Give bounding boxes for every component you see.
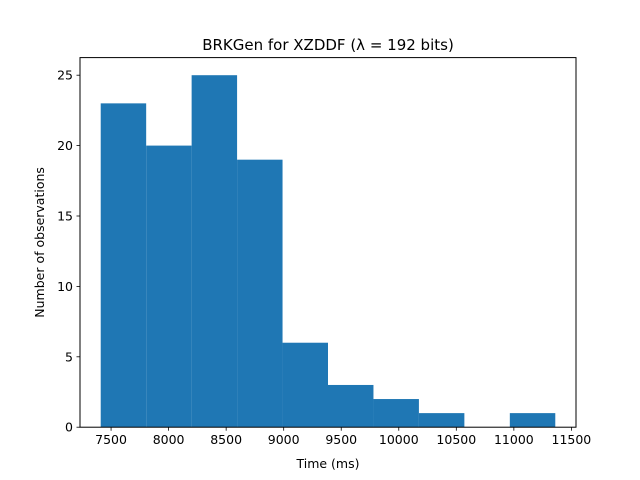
y-tick-label: 0 bbox=[65, 420, 73, 435]
histogram-bar bbox=[282, 342, 328, 428]
x-ticks-group: 7500 8000 8500 9000 9500 10000 10500 11000 11500 bbox=[95, 427, 591, 447]
x-tick-label: 8000 bbox=[153, 432, 185, 447]
x-tick-label: 11000 bbox=[494, 432, 534, 447]
x-axis-label: Time (ms) bbox=[295, 456, 359, 471]
x-tick-label: 10500 bbox=[436, 432, 476, 447]
histogram-bar bbox=[100, 103, 147, 428]
histogram-bar bbox=[237, 159, 283, 428]
x-tick-label: 11500 bbox=[552, 432, 592, 447]
x-tick-label: 8500 bbox=[210, 432, 242, 447]
histogram-bar bbox=[418, 413, 465, 428]
y-tick-label: 20 bbox=[57, 138, 73, 153]
y-axis-label: Number of observations bbox=[32, 167, 47, 318]
histogram-bar bbox=[509, 413, 556, 428]
histogram-bar bbox=[373, 399, 419, 428]
plot-frame bbox=[79, 57, 577, 428]
x-tick-label: 7500 bbox=[95, 432, 127, 447]
histogram-bar bbox=[191, 75, 238, 428]
x-tick-label: 9000 bbox=[268, 432, 300, 447]
bars-group bbox=[100, 75, 556, 428]
y-tick-label: 15 bbox=[57, 209, 73, 224]
x-tick-label: 10000 bbox=[379, 432, 419, 447]
chart-title: BRKGen for XZDDF (λ = 192 bits) bbox=[202, 36, 454, 54]
y-tick-label: 5 bbox=[65, 349, 73, 364]
y-tick-label: 25 bbox=[57, 68, 73, 83]
y-tick-label: 10 bbox=[57, 279, 73, 294]
histogram-bar bbox=[328, 384, 374, 428]
y-ticks-group: 0 5 10 15 20 25 bbox=[57, 68, 80, 435]
histogram-bar bbox=[146, 145, 192, 428]
x-tick-label: 9500 bbox=[325, 432, 357, 447]
